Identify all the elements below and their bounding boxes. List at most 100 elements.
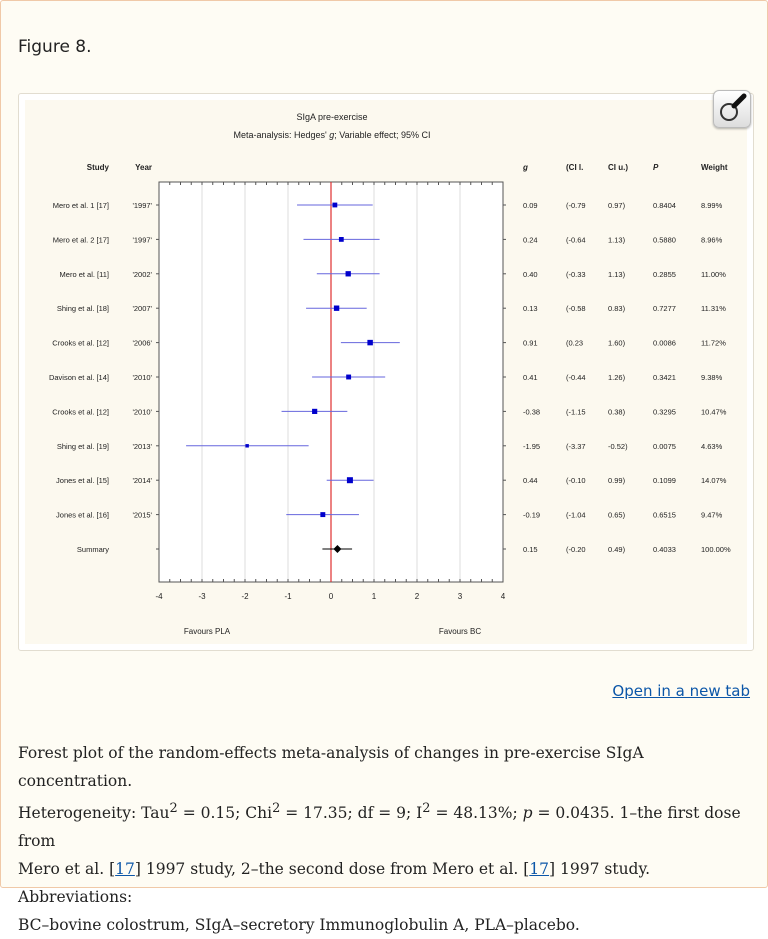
chart-subtitle: Meta-analysis: Hedges' g; Variable effec… xyxy=(234,130,431,140)
figure-label: Figure 8. xyxy=(18,37,92,57)
ci-lower-value: (-1.04 xyxy=(566,511,586,520)
effect-marker xyxy=(345,271,351,277)
g-value: 0.15 xyxy=(523,545,538,554)
study-label: Jones et al. [16] xyxy=(56,511,109,520)
ci-lower-value: (-0.44 xyxy=(566,373,586,382)
study-label: Crooks et al. [12] xyxy=(52,339,109,348)
ci-upper-value: 1.13) xyxy=(608,270,626,279)
year-label: '2010' xyxy=(132,373,152,382)
forest-plot-image[interactable]: SIgA pre-exercise Meta-analysis: Hedges' … xyxy=(25,100,747,644)
x-tick-label: -1 xyxy=(284,592,292,601)
g-value: 0.09 xyxy=(523,201,538,210)
g-value: 0.24 xyxy=(523,235,538,244)
ci-upper-value: 1.60) xyxy=(608,339,626,348)
ci-lower-value: (-0.64 xyxy=(566,235,586,244)
g-value: 0.40 xyxy=(523,270,538,279)
p-value: 0.0086 xyxy=(653,339,676,348)
year-label: '2015' xyxy=(132,511,152,520)
x-label-left: Favours PLA xyxy=(184,627,231,636)
reference-link[interactable]: 17 xyxy=(115,860,135,879)
study-label: Davison et al. [14] xyxy=(49,373,109,382)
column-header-study: Study xyxy=(87,163,110,172)
year-label: '2002' xyxy=(132,270,152,279)
effect-marker xyxy=(333,305,340,311)
ci-upper-value: 0.97) xyxy=(608,201,626,210)
reference-link[interactable]: 17 xyxy=(529,860,550,879)
x-tick-label: -3 xyxy=(198,592,206,601)
p-value: 0.7277 xyxy=(653,304,676,313)
weight-value: 11.00% xyxy=(701,270,726,279)
g-value: -1.95 xyxy=(523,442,540,451)
ci-lower-value: (-0.79 xyxy=(566,201,586,210)
effect-marker xyxy=(312,408,318,414)
ci-lower-value: (-0.10 xyxy=(566,476,586,485)
caption-text: Mero et al. [ xyxy=(18,860,116,879)
caption-text: = 0.15; Chi xyxy=(177,804,273,823)
x-tick-label: -2 xyxy=(241,592,249,601)
column-header-cil: (CI l. xyxy=(566,163,583,172)
caption-text: = 0.0435. 1–the first dose from xyxy=(18,804,741,851)
study-label: Jones et al. [15] xyxy=(56,476,109,485)
weight-value: 8.96% xyxy=(701,235,723,244)
study-label: Shing et al. [18] xyxy=(57,304,109,313)
ci-upper-value: 1.26) xyxy=(608,373,626,382)
ci-upper-value: 1.13) xyxy=(608,235,626,244)
ci-lower-value: (-0.20 xyxy=(566,545,586,554)
year-label: '2007' xyxy=(132,304,152,313)
weight-value: 9.47% xyxy=(701,511,723,520)
effect-marker xyxy=(332,202,338,208)
x-label-right: Favours BC xyxy=(439,627,481,636)
ci-lower-value: (0.23 xyxy=(566,339,583,348)
ci-upper-value: -0.52) xyxy=(608,442,628,451)
superscript: 2 xyxy=(272,801,281,816)
g-value: -0.38 xyxy=(523,407,540,416)
caption-text: = 48.13%; xyxy=(430,804,523,823)
weight-value: 8.99% xyxy=(701,201,723,210)
column-header-year: Year xyxy=(135,163,152,172)
g-value: 0.13 xyxy=(523,304,538,313)
ci-upper-value: 0.99) xyxy=(608,476,626,485)
study-label: Mero et al. 1 [17] xyxy=(53,201,109,210)
summary-diamond xyxy=(333,545,342,553)
weight-value: 100.00% xyxy=(701,545,731,554)
ci-upper-value: 0.38) xyxy=(608,407,626,416)
p-value: 0.1099 xyxy=(653,476,676,485)
forest-plot: SIgA pre-exercise Meta-analysis: Hedges' … xyxy=(49,112,731,636)
effect-marker xyxy=(320,512,326,518)
g-value: 0.41 xyxy=(523,373,538,382)
year-label: '2010' xyxy=(132,407,152,416)
magnify-button[interactable] xyxy=(713,90,751,128)
p-value: 0.6515 xyxy=(653,511,676,520)
p-value: 0.5880 xyxy=(653,235,676,244)
caption-text: ] 1997 study, 2–the second dose from Mer… xyxy=(134,860,530,879)
x-tick-label: -4 xyxy=(155,592,163,601)
superscript: 2 xyxy=(169,801,178,816)
column-header-g: g xyxy=(522,163,528,172)
x-tick-label: 2 xyxy=(415,592,420,601)
p-value: 0.8404 xyxy=(653,201,676,210)
column-header-p: P xyxy=(653,163,659,172)
p-value: 0.2855 xyxy=(653,270,676,279)
g-value: -0.19 xyxy=(523,511,540,520)
open-in-new-tab-link[interactable]: Open in a new tab xyxy=(612,682,750,700)
x-tick-label: 0 xyxy=(329,592,334,601)
p-value: 0.4033 xyxy=(653,545,676,554)
year-label: '2006' xyxy=(132,339,152,348)
effect-marker xyxy=(338,237,344,242)
study-label: Mero et al. 2 [17] xyxy=(53,235,109,244)
study-label: Shing et al. [19] xyxy=(57,442,109,451)
caption-text: Forest plot of the random-effects meta-a… xyxy=(18,744,644,790)
caption-text: BC–bovine colostrum, SIgA–secretory Immu… xyxy=(18,916,580,935)
year-label: '2014' xyxy=(132,476,152,485)
study-label: Summary xyxy=(77,545,109,554)
year-label: '2013' xyxy=(132,442,152,451)
weight-value: 11.31% xyxy=(701,304,726,313)
caption-text: = 17.35; df = 9; I xyxy=(280,804,423,823)
ci-upper-value: 0.49) xyxy=(608,545,626,554)
x-tick-label: 3 xyxy=(458,592,463,601)
year-label: '1997' xyxy=(132,201,152,210)
figure-container: SIgA pre-exercise Meta-analysis: Hedges' … xyxy=(18,90,754,651)
x-tick-label: 1 xyxy=(372,592,377,601)
effect-marker xyxy=(245,444,249,448)
ci-lower-value: (-0.58 xyxy=(566,304,586,313)
